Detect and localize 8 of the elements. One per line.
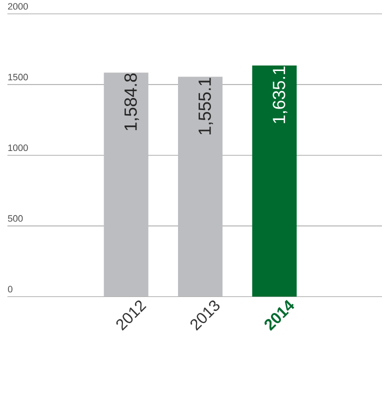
y-tick-label: 1000 — [8, 144, 28, 152]
y-tick-label: 500 — [8, 215, 23, 222]
data-label: 1,635.1 — [272, 66, 288, 124]
y-tick-label: 2000 — [8, 3, 28, 10]
y-tick-label: 1500 — [8, 74, 28, 80]
data-label: 1,555.1 — [198, 78, 214, 134]
data-label: 1,584.8 — [124, 74, 140, 130]
y-tick-label: 0 — [8, 286, 12, 292]
